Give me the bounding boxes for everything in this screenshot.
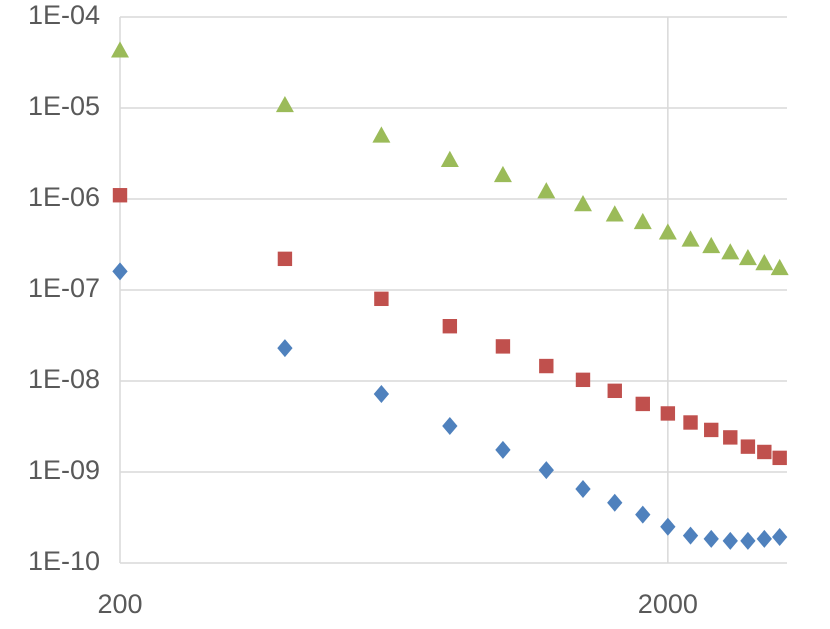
marker [683, 415, 698, 430]
marker [740, 531, 756, 550]
marker [660, 517, 676, 536]
marker [756, 529, 772, 548]
x-tick-label: 200 [97, 589, 142, 619]
marker [537, 182, 556, 199]
marker [495, 440, 511, 459]
marker [573, 195, 592, 212]
y-tick-label: 1E-05 [28, 91, 100, 121]
marker [702, 236, 721, 254]
marker [111, 41, 129, 58]
marker [755, 254, 774, 271]
marker [635, 505, 651, 524]
marker [275, 95, 294, 113]
marker [442, 319, 458, 334]
marker [722, 531, 738, 550]
marker [757, 444, 772, 460]
marker [738, 248, 757, 266]
marker [682, 526, 699, 545]
marker [575, 480, 591, 499]
y-tick-label: 1E-07 [28, 273, 100, 303]
marker [372, 126, 391, 143]
marker [633, 212, 652, 230]
marker [112, 262, 128, 281]
marker [740, 439, 756, 454]
marker [607, 493, 623, 512]
marker [495, 339, 511, 354]
y-tick-label: 1E-08 [28, 364, 100, 394]
marker [373, 384, 390, 403]
y-tick-label: 1E-09 [28, 455, 100, 485]
marker [374, 291, 389, 307]
marker [772, 528, 788, 547]
marker [538, 461, 554, 480]
y-tick-label: 1E-04 [28, 0, 100, 30]
marker [607, 383, 622, 399]
y-tick-label: 1E-10 [28, 546, 100, 576]
marker [721, 243, 740, 260]
marker [703, 529, 719, 548]
marker [440, 150, 459, 167]
marker [605, 205, 624, 222]
marker [539, 358, 554, 374]
marker [442, 417, 458, 436]
marker [772, 450, 787, 466]
marker [277, 251, 293, 267]
marker [704, 422, 719, 438]
marker [660, 406, 676, 421]
marker [112, 188, 128, 203]
marker [658, 223, 677, 240]
marker [635, 396, 650, 412]
marker [770, 258, 789, 276]
x-tick-label: 2000 [638, 589, 698, 619]
y-tick-label: 1E-06 [28, 182, 100, 212]
marker [681, 230, 700, 247]
marker [723, 430, 738, 445]
marker [575, 372, 591, 388]
marker [493, 165, 512, 183]
marker [277, 339, 293, 358]
